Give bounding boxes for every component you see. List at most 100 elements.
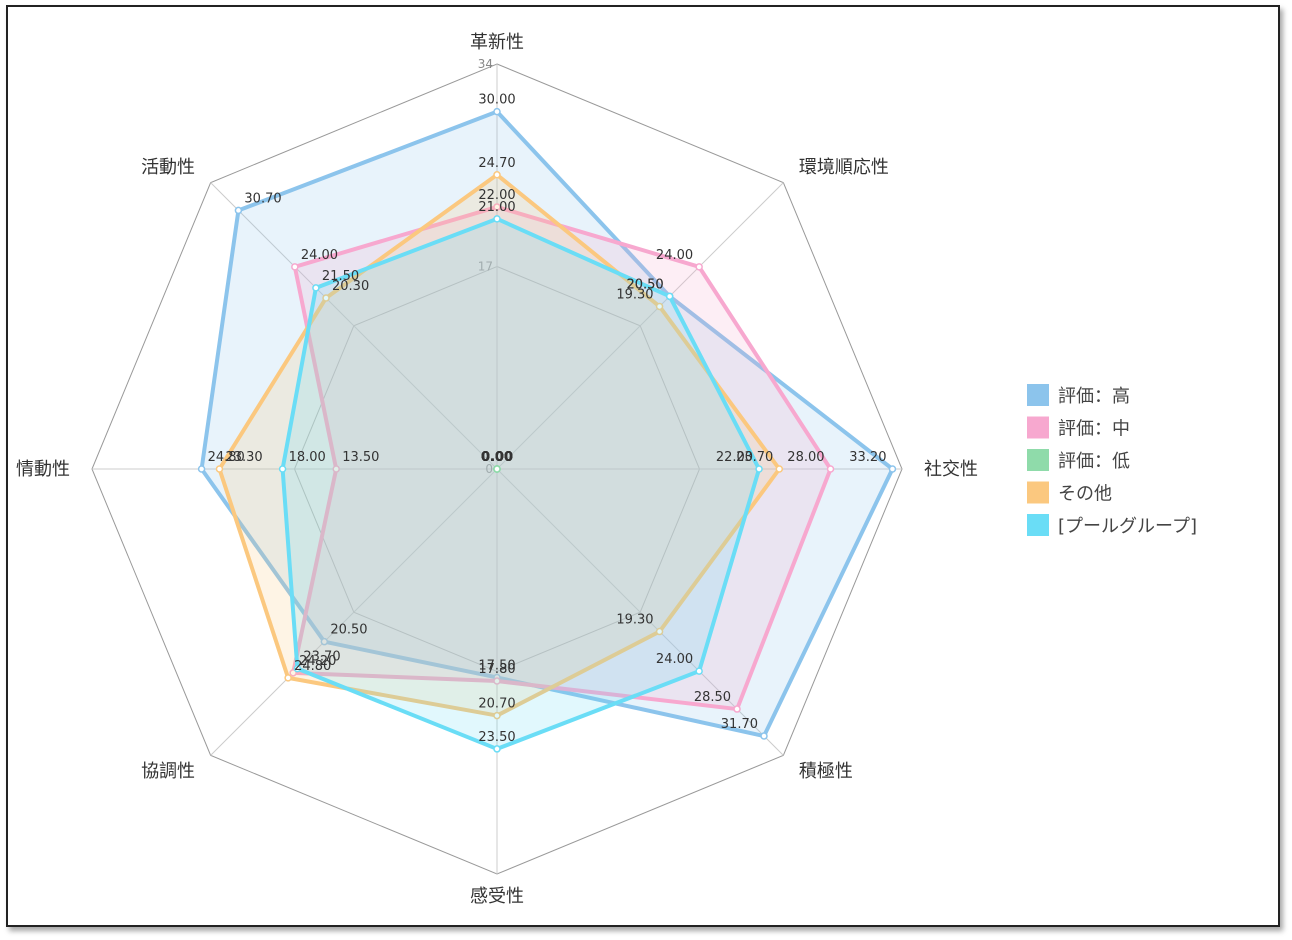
data-point[interactable] — [655, 302, 664, 311]
data-point[interactable] — [197, 465, 206, 473]
value-label: 0.00 — [481, 450, 513, 465]
value-label: 24.00 — [656, 248, 693, 263]
value-label: 19.30 — [616, 613, 653, 628]
data-point[interactable] — [293, 664, 302, 673]
data-point[interactable] — [493, 677, 501, 685]
axis-label: 社交性 — [924, 459, 978, 480]
data-point[interactable] — [493, 107, 501, 116]
data-point[interactable] — [493, 711, 501, 720]
data-point[interactable] — [826, 465, 835, 473]
data-point[interactable] — [888, 465, 897, 473]
data-point[interactable] — [775, 465, 784, 473]
data-point[interactable] — [760, 732, 768, 740]
value-label: 0.00 — [481, 450, 513, 465]
tick-label: 0 — [485, 462, 493, 476]
data-point[interactable] — [215, 465, 224, 473]
data-point[interactable] — [289, 669, 297, 677]
axis-label: 環境順応性 — [799, 157, 889, 178]
value-label: 20.50 — [330, 623, 367, 638]
value-label: 24.70 — [478, 156, 515, 171]
value-label: 24.00 — [301, 248, 338, 263]
value-label: 23.30 — [225, 450, 262, 465]
data-point[interactable] — [493, 745, 501, 753]
value-label: 33.20 — [849, 450, 886, 465]
value-label: 21.00 — [478, 200, 515, 215]
legend-label[interactable]: 評価：中 — [1058, 419, 1130, 440]
value-label: 0.00 — [481, 450, 513, 465]
data-point[interactable] — [332, 465, 340, 473]
value-label: 23.70 — [736, 450, 773, 465]
value-label: 0.00 — [481, 450, 513, 465]
value-label: 30.70 — [244, 191, 281, 206]
data-point[interactable] — [493, 215, 501, 223]
value-label: 23.70 — [303, 650, 340, 665]
axis-label: 活動性 — [141, 157, 195, 178]
data-point[interactable] — [322, 294, 330, 302]
data-point[interactable] — [755, 465, 763, 473]
axis-label: 協調性 — [141, 761, 195, 782]
tick-label: 17 — [478, 260, 493, 274]
data-point[interactable] — [284, 674, 292, 682]
axis-label: 感受性 — [470, 886, 524, 907]
axis-label: 情動性 — [16, 459, 70, 480]
data-point[interactable] — [695, 263, 703, 271]
value-label: 21.50 — [322, 269, 359, 284]
value-label: 0.00 — [481, 450, 513, 465]
data-point[interactable] — [493, 203, 501, 211]
value-label: 28.00 — [787, 450, 824, 465]
series-layer — [197, 107, 897, 753]
value-label: 31.70 — [721, 717, 758, 732]
value-label: 22.00 — [716, 450, 753, 465]
value-label: 20.70 — [478, 697, 515, 712]
value-label: 0.00 — [481, 450, 513, 465]
value-label: 28.50 — [694, 690, 731, 705]
legend-label[interactable]: その他 — [1058, 484, 1112, 505]
axis-spoke — [496, 182, 784, 470]
legend-swatch[interactable] — [1027, 449, 1049, 471]
data-point[interactable] — [278, 465, 287, 473]
axis-label: 革新性 — [470, 32, 524, 53]
data-point[interactable] — [655, 627, 664, 636]
value-label: 17.50 — [478, 658, 515, 673]
value-label: 24.80 — [294, 659, 331, 674]
legend-label[interactable]: 評価：低 — [1058, 451, 1130, 472]
axis-label: 積極性 — [799, 761, 853, 782]
legend-swatch[interactable] — [1027, 384, 1049, 406]
legend-label[interactable]: 評価：高 — [1058, 386, 1130, 407]
legend-swatch[interactable] — [1027, 481, 1049, 504]
tick-label: 34 — [478, 57, 493, 71]
data-point[interactable] — [320, 637, 329, 646]
value-label: 18.00 — [289, 450, 326, 465]
value-label: 24.00 — [656, 652, 693, 667]
data-point[interactable] — [695, 667, 703, 675]
value-label: 30.00 — [478, 93, 515, 108]
legend-swatch[interactable] — [1027, 514, 1049, 536]
value-labels: 30.00 20.50 33.20 31.70 17.50 20.50 24.80 30.70… — [208, 93, 887, 745]
value-label: 20.50 — [626, 277, 663, 292]
data-point[interactable] — [291, 263, 299, 271]
data-point[interactable] — [665, 292, 674, 301]
value-label: 0.00 — [481, 450, 513, 465]
value-label: 24.80 — [208, 450, 245, 465]
legend-swatch[interactable] — [1027, 416, 1049, 439]
value-label: 13.50 — [342, 450, 379, 465]
data-point[interactable] — [493, 171, 501, 179]
data-point[interactable] — [733, 705, 741, 713]
value-label: 0.00 — [481, 450, 513, 465]
value-label: 22.00 — [478, 188, 515, 203]
axis-spoke — [210, 468, 498, 756]
value-label: 17.80 — [478, 662, 515, 677]
data-point[interactable] — [312, 284, 320, 292]
value-label: 20.30 — [332, 279, 369, 294]
value-label: 23.50 — [478, 730, 515, 745]
value-label: 24.20 — [299, 654, 336, 669]
data-point[interactable] — [234, 206, 243, 215]
legend-label[interactable]: [プールグループ] — [1058, 516, 1197, 537]
value-label: 19.30 — [616, 287, 653, 302]
axis-spoke — [210, 182, 498, 470]
data-point[interactable] — [493, 465, 501, 473]
value-label: 20.50 — [626, 277, 663, 292]
